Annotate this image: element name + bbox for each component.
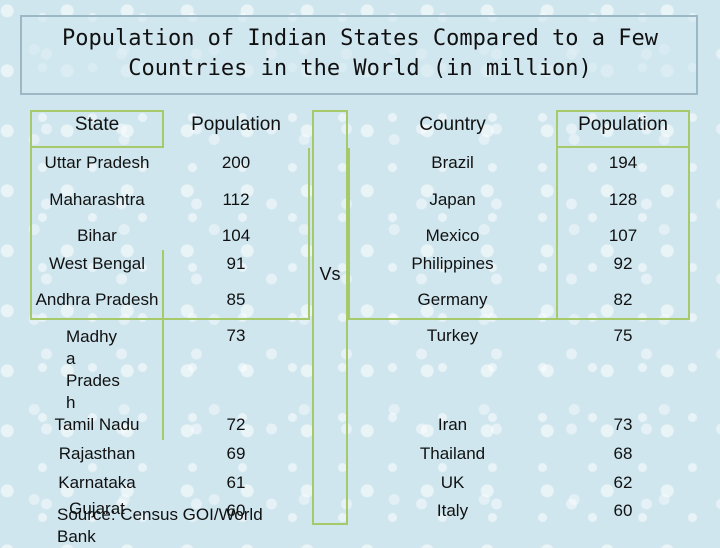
country-population: 194 xyxy=(608,153,638,172)
state-population: 91 xyxy=(226,254,246,273)
state-name: Karnataka xyxy=(58,473,136,492)
country-name: Mexico xyxy=(425,226,480,245)
country-name: Iran xyxy=(437,415,468,434)
state-population: 85 xyxy=(226,290,246,309)
country-name: UK xyxy=(440,473,465,492)
title-box xyxy=(20,15,698,95)
country-population: 107 xyxy=(608,226,638,245)
country-population: 62 xyxy=(613,473,633,492)
state-population: 104 xyxy=(221,226,251,245)
country-population: 92 xyxy=(613,254,633,273)
country-name: Italy xyxy=(436,501,469,520)
country-population: 73 xyxy=(613,415,633,434)
country-name: Philippines xyxy=(411,254,494,273)
header-state: State xyxy=(74,114,120,135)
title-line-2: Countries in the World (in million) xyxy=(128,56,592,81)
header-country: Country xyxy=(419,114,486,135)
state-name-part: Prades xyxy=(66,371,120,390)
country-population: 60 xyxy=(613,501,633,520)
state-name: Andhra Pradesh xyxy=(35,290,159,309)
source-line-2: Bank xyxy=(57,527,96,546)
state-name-part: h xyxy=(66,393,76,412)
state-population: 72 xyxy=(226,415,246,434)
state-population: 112 xyxy=(222,190,250,209)
title-line-1: Population of Indian States Compared to … xyxy=(61,26,659,51)
state-name: Bihar xyxy=(77,226,117,245)
state-header-frame xyxy=(30,110,164,148)
country-name: Brazil xyxy=(431,153,474,172)
country-area-frame xyxy=(348,148,690,320)
vs-label: Vs xyxy=(319,264,341,284)
country-name: Germany xyxy=(417,290,488,309)
state-population: 73 xyxy=(226,326,246,345)
state-name: Gujarat xyxy=(69,499,125,518)
country-name: Thailand xyxy=(419,444,486,463)
state-population: 200 xyxy=(221,153,251,172)
country-name: Turkey xyxy=(426,326,479,345)
country-name: Japan xyxy=(429,190,476,209)
state-name-wrapped: Madhy a Prades h xyxy=(66,326,156,414)
state-pop-divider xyxy=(162,250,164,440)
country-population: 82 xyxy=(613,290,633,309)
country-population: 128 xyxy=(608,190,638,209)
state-name: Tamil Nadu xyxy=(54,415,140,434)
state-name: Maharashtra xyxy=(49,190,145,209)
state-population: 69 xyxy=(226,444,246,463)
slide-title: Population of Indian States Compared to … xyxy=(20,24,700,84)
header-population-states: Population xyxy=(191,114,281,135)
state-name-part: Madhy xyxy=(66,327,118,346)
state-name-part: a xyxy=(66,349,76,368)
source-line-1: Source: Census GOI/World xyxy=(57,505,263,524)
country-pop-divider xyxy=(556,148,558,320)
country-pop-header-frame xyxy=(556,110,690,148)
state-area-frame xyxy=(30,148,310,320)
state-population: 61 xyxy=(226,473,246,492)
state-population: 60 xyxy=(226,501,246,520)
state-name: West Bengal xyxy=(48,254,146,273)
country-population: 75 xyxy=(613,326,633,345)
vs-column-frame xyxy=(312,110,348,525)
source-note: Source: Census GOI/World Bank xyxy=(57,504,317,548)
header-population-countries: Population xyxy=(578,114,668,135)
state-name: Rajasthan xyxy=(58,444,136,463)
country-population: 68 xyxy=(613,444,633,463)
state-name: Uttar Pradesh xyxy=(44,153,150,172)
